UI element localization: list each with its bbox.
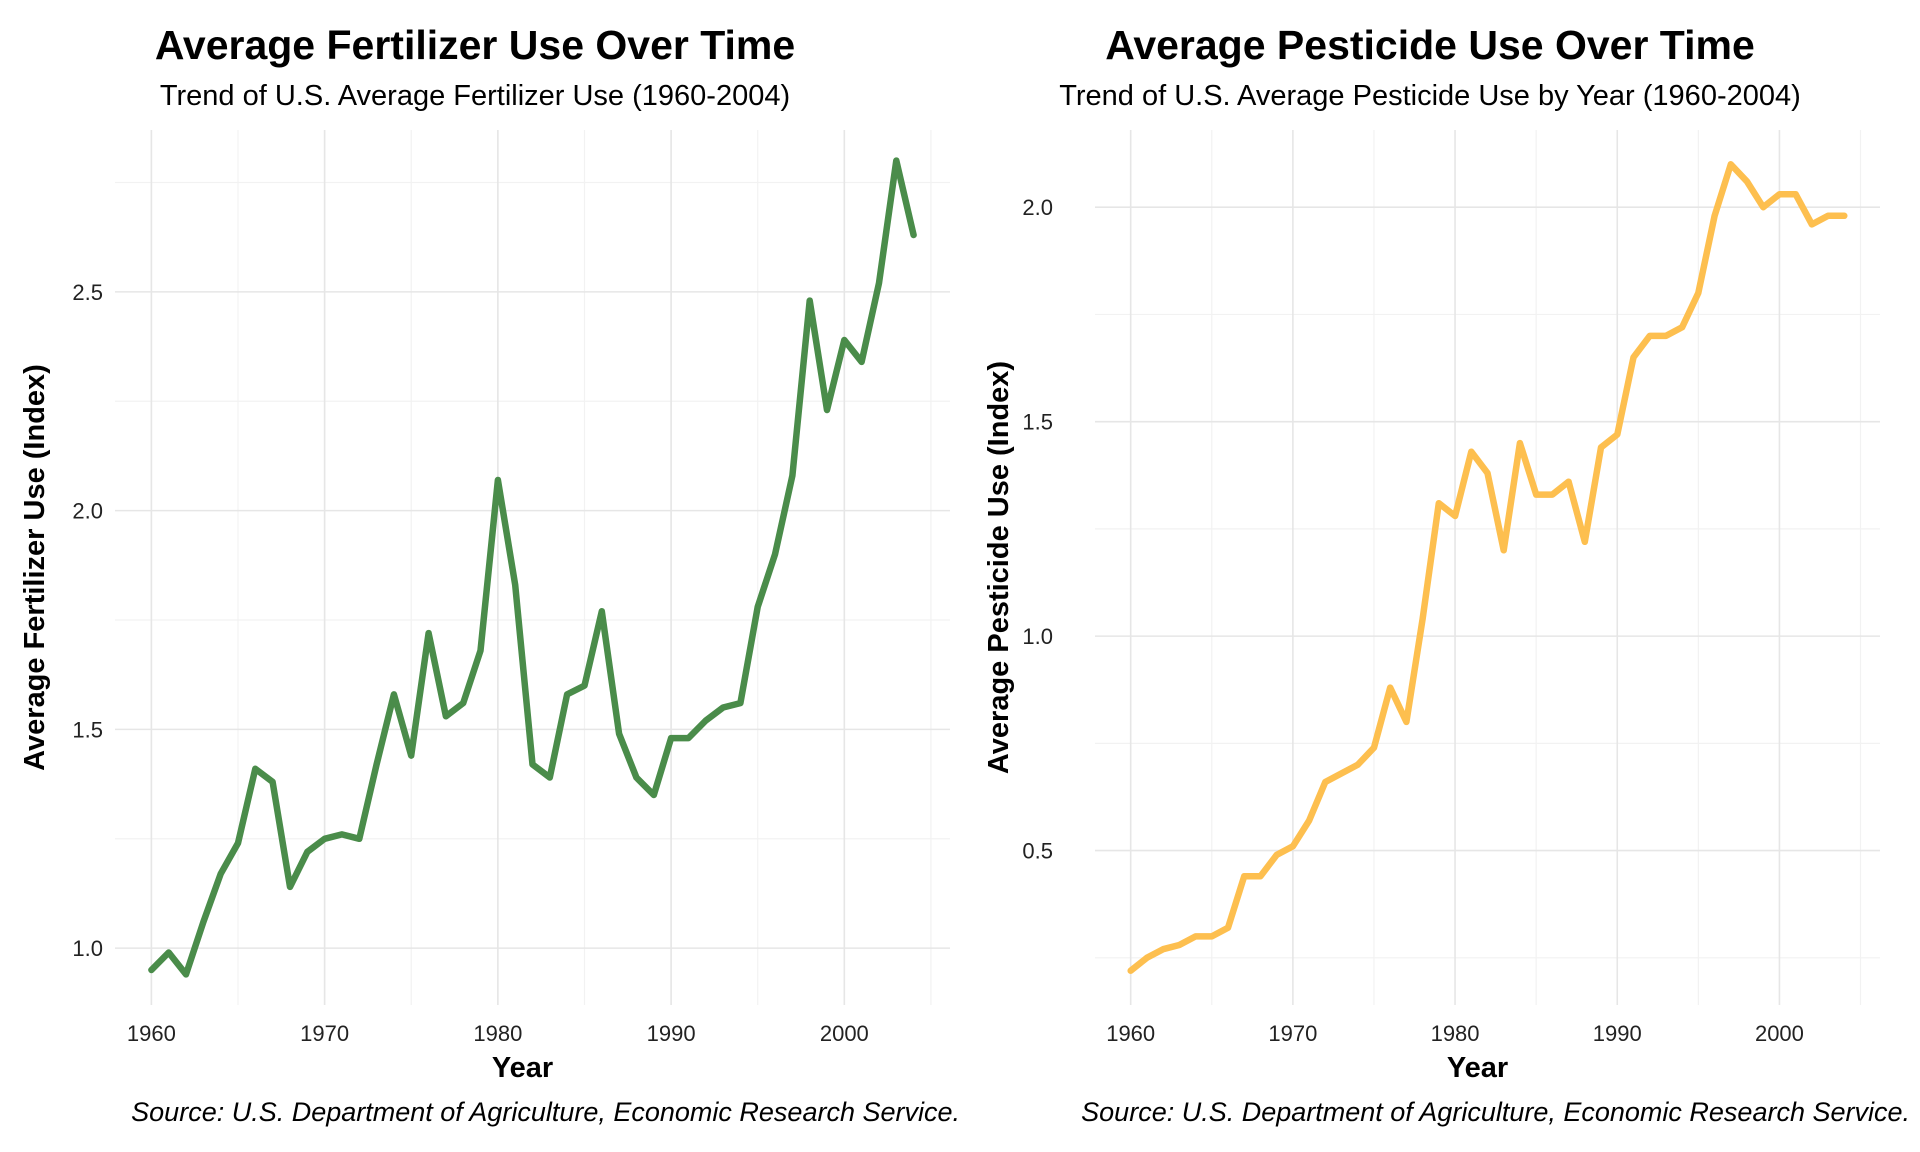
fertilizer-chart-panel: 1960 1970 1980 1990 2000 1.0 1.5 2.0 2.5 Year Aver… — [19, 22, 960, 1127]
y-tick-label: 2.0 — [72, 499, 103, 524]
series-line — [148, 157, 917, 978]
y-tick-label: 2.0 — [1022, 195, 1053, 220]
x-tick-label: 1980 — [1431, 1021, 1480, 1046]
y-tick-label: 0.5 — [1022, 839, 1053, 864]
y-tick-label: 2.5 — [72, 280, 103, 305]
chart-subtitle: Trend of U.S. Average Pesticide Use by Y… — [1059, 80, 1801, 112]
y-tick-label: 1.5 — [1022, 410, 1053, 435]
y-axis-title: Average Pesticide Use (Index) — [983, 361, 1015, 774]
chart-title: Average Fertilizer Use Over Time — [154, 22, 796, 68]
x-tick-label: 1970 — [1268, 1021, 1317, 1046]
x-tick-label: 1960 — [127, 1021, 176, 1046]
x-tick-label: 1960 — [1106, 1021, 1155, 1046]
pesticide-chart: 1960 1970 1980 1990 2000 0.5 1.0 1.5 2.0 Year Aver… — [983, 130, 1880, 1084]
series-line — [1127, 161, 1848, 974]
y-axis-title: Average Fertilizer Use (Index) — [19, 364, 51, 771]
chart-caption: Source: U.S. Department of Agriculture, … — [1081, 1097, 1910, 1127]
chart-subtitle: Trend of U.S. Average Fertilizer Use (19… — [159, 80, 791, 112]
chart-title: Average Pesticide Use Over Time — [1105, 22, 1755, 68]
pesticide-chart-panel: 1960 1970 1980 1990 2000 0.5 1.0 1.5 2.0 Year Aver… — [960, 0, 1920, 1152]
x-tick-label: 1990 — [1593, 1021, 1642, 1046]
y-tick-label: 1.5 — [72, 717, 103, 742]
fertilizer-chart: 1960 1970 1980 1990 2000 1.0 1.5 2.0 2.5 Year Aver… — [19, 130, 950, 1084]
y-tick-label: 1.0 — [1022, 624, 1053, 649]
x-tick-label: 1970 — [300, 1021, 349, 1046]
x-tick-label: 1980 — [473, 1021, 522, 1046]
x-axis-title: Year — [492, 1052, 553, 1084]
x-tick-label: 2000 — [1755, 1021, 1804, 1046]
x-tick-label: 1990 — [647, 1021, 696, 1046]
x-tick-label: 2000 — [820, 1021, 869, 1046]
chart-caption: Source: U.S. Department of Agriculture, … — [131, 1097, 960, 1127]
y-tick-label: 1.0 — [72, 936, 103, 961]
x-axis-title: Year — [1447, 1052, 1508, 1084]
